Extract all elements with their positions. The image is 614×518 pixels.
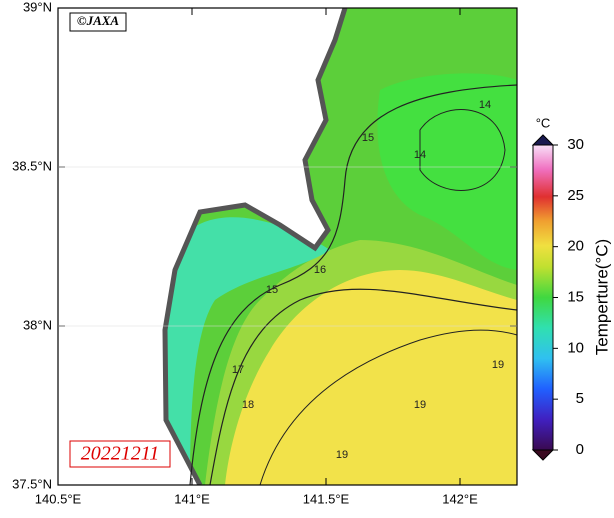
contour-label: 17 (232, 364, 244, 376)
x-tick-label: 142°E (442, 491, 478, 506)
contour-label: 14 (414, 149, 426, 161)
contour-label: 18 (242, 399, 254, 411)
y-tick-label: 39°N (23, 0, 52, 14)
colorbar (532, 144, 554, 451)
colorbar-tick-label: 20 (567, 238, 584, 255)
y-tick-label: 37.5°N (12, 476, 52, 491)
x-tick-label: 140.5°E (35, 491, 82, 506)
contour-label: 19 (414, 399, 426, 411)
contour (189, 84, 517, 485)
y-tick-label: 38.5°N (12, 158, 52, 173)
colorbar-tick-label: 0 (576, 441, 584, 458)
plot-frame (57, 7, 518, 486)
colorbar-unit: °C (536, 115, 551, 130)
colorbar-tick-label: 5 (576, 390, 584, 407)
x-tick-label: 141°E (174, 491, 210, 506)
date: 20221211 (81, 443, 160, 465)
contour-label: 15 (266, 284, 278, 296)
copyright: ©JAXA (77, 13, 120, 28)
colorbar-over (531, 134, 555, 146)
land (58, 8, 345, 485)
contour (419, 109, 506, 191)
colorbar-title: Temperture(°C) (592, 239, 611, 355)
coastline (162, 8, 348, 485)
contour (209, 288, 517, 485)
contour-label: 19 (336, 449, 348, 461)
cold-patch (377, 73, 517, 270)
contour-label: 19 (492, 359, 504, 371)
x-tick-label: 141.5°E (303, 491, 350, 506)
colorbar-tick-label: 15 (567, 288, 584, 305)
colorbar-tick-label: 10 (567, 339, 584, 356)
colorbar-tick-label: 30 (567, 136, 584, 153)
colorbar-under (531, 449, 555, 461)
map-field (58, 8, 517, 485)
copyright-box (69, 12, 127, 32)
contour-label: 14 (479, 99, 491, 111)
colorbar-tick-label: 25 (567, 187, 584, 204)
y-tick-label: 38°N (23, 317, 52, 332)
contour-label: 15 (362, 132, 374, 144)
contour (259, 329, 517, 485)
date-box (69, 440, 171, 468)
coastal-water (160, 217, 330, 485)
contour-label: 16 (314, 264, 326, 276)
